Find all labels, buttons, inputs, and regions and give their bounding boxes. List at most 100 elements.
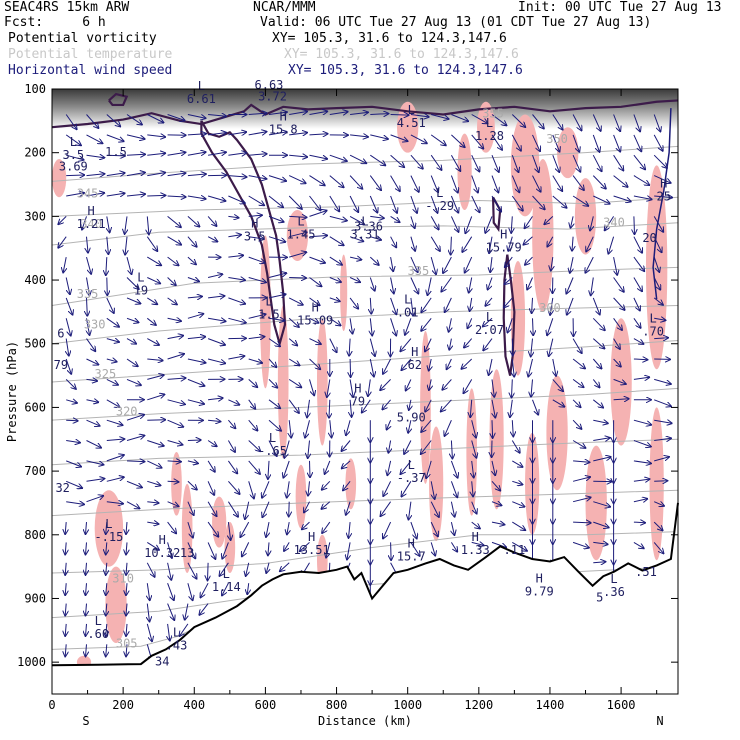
pv-shaded-region <box>574 178 597 255</box>
wind-vector <box>207 358 225 363</box>
wind-vector <box>592 154 601 171</box>
wind-vector <box>268 175 286 181</box>
wind-vector <box>329 195 339 211</box>
wind-vector <box>329 317 341 325</box>
wind-vector <box>248 399 256 409</box>
wind-vector <box>633 134 641 151</box>
wind-vector <box>107 277 108 296</box>
extremum-letter: L <box>173 625 180 639</box>
y-tick-label: 600 <box>24 400 46 414</box>
wind-vector <box>187 196 206 199</box>
pv-shading-layer <box>52 101 668 669</box>
wind-vector <box>429 379 431 390</box>
wind-vector <box>248 440 261 452</box>
wind-vector <box>167 562 172 580</box>
wind-vector <box>167 256 179 265</box>
wind-vector <box>106 477 124 482</box>
wind-vector <box>430 154 441 170</box>
wind-vector <box>208 115 226 117</box>
wind-vector <box>350 112 368 114</box>
extremum-value: 10.32 <box>144 546 180 560</box>
wind-vector <box>289 232 307 238</box>
wind-vector <box>431 481 434 499</box>
extremum-value: 79 <box>54 358 68 372</box>
wind-vector <box>106 623 107 636</box>
wind-vector <box>572 497 591 503</box>
wind-vector <box>653 277 660 290</box>
wind-vector <box>106 603 107 616</box>
wind-vector <box>430 542 435 555</box>
wind-vector <box>430 195 437 213</box>
wind-vector <box>126 194 145 196</box>
wind-vector <box>572 541 589 547</box>
wind-vector <box>471 420 476 437</box>
wind-vector <box>309 211 327 217</box>
wind-vector <box>349 154 366 163</box>
wind-vector <box>284 440 290 458</box>
theta-label: 335 <box>408 264 430 278</box>
extremum-value: 3.5 <box>244 230 266 244</box>
wind-vector <box>147 480 160 485</box>
wind-vector <box>147 216 149 234</box>
theta-contour <box>51 340 679 383</box>
wind-vector <box>443 256 452 273</box>
wind-vector <box>126 378 141 385</box>
wind-vector <box>451 501 454 517</box>
theta-label: 310 <box>112 572 134 586</box>
wind-vector <box>247 583 248 594</box>
wind-vector <box>147 195 165 196</box>
north-end-label: N <box>656 714 663 728</box>
wind-vector <box>86 479 105 482</box>
wind-vector <box>201 582 209 597</box>
field-xy-wind: XY= 105.3, 31.6 to 124.3,147.6 <box>288 63 523 78</box>
wind-vector <box>248 277 266 283</box>
wind-vector <box>228 356 244 359</box>
extremum-value: 15.7 <box>397 549 426 563</box>
wind-vector <box>248 481 254 498</box>
wind-vector <box>228 235 241 237</box>
wind-vector <box>511 195 523 211</box>
wind-vector <box>227 440 235 452</box>
x-axis-label: Distance (km) <box>318 714 412 728</box>
extremum-letter: L <box>404 292 411 306</box>
wind-vector <box>411 297 413 316</box>
wind-vector <box>593 457 610 462</box>
wind-vector <box>532 155 539 172</box>
wind-vector <box>288 175 305 184</box>
wind-vector <box>350 318 352 333</box>
wind-speed-contour <box>652 108 672 300</box>
pv-shaded-region <box>94 490 124 567</box>
extremum-value: 79 <box>351 395 365 409</box>
theta-label: 320 <box>116 405 138 419</box>
wind-vector <box>207 440 217 447</box>
wind-vector <box>633 318 641 328</box>
wind-vector <box>187 583 193 600</box>
wind-vector <box>106 114 120 127</box>
wind-vector <box>126 644 127 656</box>
forecast-label: Fcst: 6 h <box>4 15 106 30</box>
wind-vector <box>531 338 533 357</box>
wind-vector <box>410 175 419 192</box>
wind-vector <box>207 542 215 559</box>
extremum-letter: H <box>88 204 95 218</box>
wind-vector <box>511 114 525 128</box>
wind-vector <box>551 257 553 270</box>
wind-vector <box>400 338 412 352</box>
wind-vector <box>449 318 452 331</box>
wind-vector <box>146 317 156 325</box>
wind-vector <box>106 155 125 156</box>
x-tick-label: 400 <box>183 698 205 712</box>
wind-vector <box>126 522 127 534</box>
wind-vector <box>207 274 222 277</box>
wind-vector <box>268 236 285 242</box>
wind-vector <box>207 236 217 242</box>
wind-vector <box>450 216 458 231</box>
wind-vector <box>288 317 299 327</box>
wind-vector <box>654 457 669 462</box>
wind-vector <box>268 460 269 479</box>
extremum-value: 13.51 <box>294 543 330 557</box>
wind-vector <box>349 338 350 356</box>
wind-vector <box>309 297 320 305</box>
wind-vector <box>329 175 344 188</box>
theta-contour <box>51 222 679 246</box>
